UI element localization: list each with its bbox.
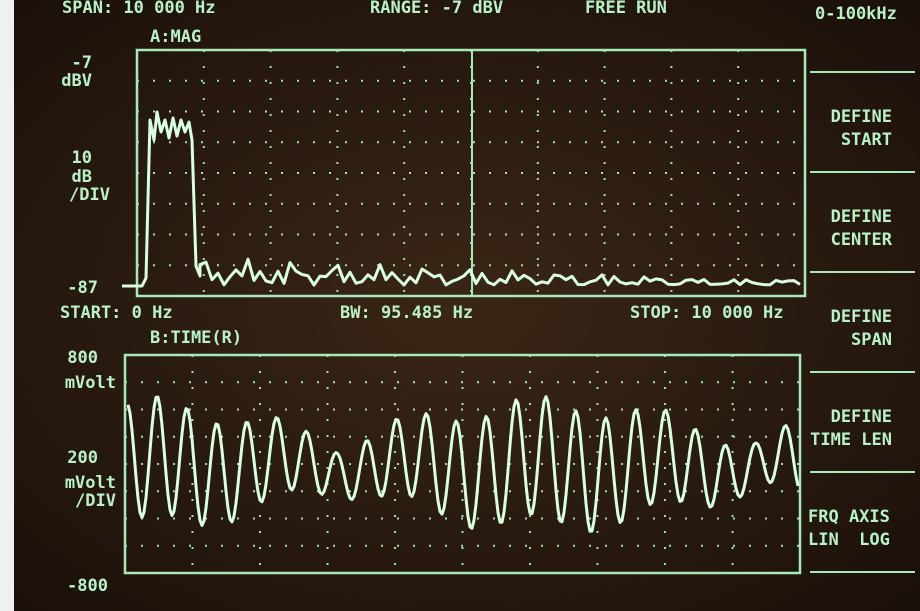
- scale-label: -800: [67, 576, 108, 596]
- scale-label: -7: [72, 53, 92, 73]
- time-trace: [126, 395, 800, 533]
- unit-label: mVolt: [65, 473, 116, 493]
- softkey-label: CENTER: [831, 230, 893, 250]
- range-label: RANGE: -7 dBV: [370, 0, 503, 18]
- trace-a-panel: A:MAG -7 dBV 10 dB /DIV -87 START: 0 Hz …: [60, 27, 807, 323]
- scale-label: 200: [67, 448, 98, 468]
- start-label: START: 0 Hz: [60, 303, 173, 323]
- softkey-label: DEFINE: [831, 207, 892, 227]
- mode-label: FREE RUN: [585, 0, 667, 18]
- trace-title: A:MAG: [150, 27, 201, 47]
- header: SPAN: 10 000 Hz RANGE: -7 dBV FREE RUN 0…: [62, 0, 897, 24]
- unit-label: /DIV: [69, 185, 110, 205]
- softkey-label: START: [841, 130, 892, 150]
- trace-b-panel: B:TIME(R) 800 mVolt 200 mVolt /DIV -800: [65, 328, 802, 596]
- softkey[interactable]: DEFINE SPAN: [831, 307, 892, 350]
- softkey[interactable]: DEFINE CENTER: [831, 207, 893, 250]
- unit-label: dBV: [61, 71, 92, 91]
- softkey[interactable]: DEFINE TIME LEN: [810, 407, 892, 450]
- stop-label: STOP: 10 000 Hz: [630, 303, 784, 323]
- softkey-label: DEFINE: [831, 107, 892, 127]
- scale-label: -87: [67, 278, 98, 298]
- softkey-menu: DEFINE START DEFINE CENTER DEFINE SPAN DEFINE T…: [808, 71, 915, 573]
- softkey-label: DEFINE: [831, 307, 892, 327]
- unit-label: mVolt: [65, 373, 116, 393]
- photo-border: [0, 0, 14, 611]
- scale-label: 10: [72, 148, 92, 168]
- softkey-label: LIN LOG: [808, 530, 890, 550]
- softkey[interactable]: FRQ AXIS LIN LOG: [808, 507, 890, 550]
- softkey[interactable]: DEFINE START: [831, 107, 892, 150]
- trace-title: B:TIME(R): [150, 328, 242, 348]
- bandwidth-label: BW: 95.485 Hz: [340, 303, 473, 323]
- scale-label: 800: [67, 348, 98, 368]
- unit-label: /DIV: [75, 491, 116, 511]
- softkey-label: DEFINE: [831, 407, 892, 427]
- band-label: 0-100kHz: [815, 4, 897, 24]
- softkey-label: SPAN: [851, 330, 892, 350]
- unit-label: dB: [72, 167, 92, 187]
- spectrum-trace: [122, 110, 801, 288]
- span-label: SPAN: 10 000 Hz: [62, 0, 216, 18]
- softkey-label: FRQ AXIS: [808, 507, 890, 527]
- softkey-label: TIME LEN: [810, 430, 892, 450]
